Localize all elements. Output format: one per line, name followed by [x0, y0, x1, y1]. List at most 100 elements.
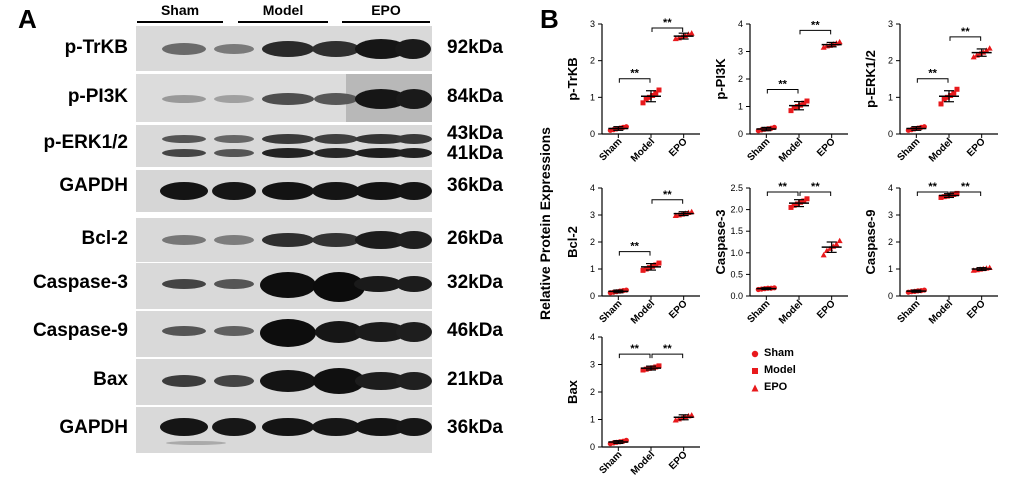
chart-5-sig-label-1: ** [811, 181, 820, 193]
chart-4-sig-label-0: ** [630, 241, 639, 253]
chart-2-point-model-2 [794, 104, 800, 109]
blot-image-p-pi3k [136, 74, 432, 122]
chart-2-x-tick-label-epo: EPO [815, 136, 838, 159]
legend-marker-sham [751, 350, 759, 358]
chart-2-point-model-1 [791, 105, 797, 111]
chart-2-point-epo-5 [836, 38, 843, 45]
chart-5-x-tick-label-model: Model [777, 298, 805, 326]
chart-2-x-tick-label-model: Model [777, 136, 805, 164]
chart-6-y-label: Caspase-9 [863, 209, 878, 274]
blot-label-bax: Bax [93, 369, 128, 390]
chart-1-y-tick-label-1: 1 [590, 92, 595, 102]
chart-6-y-tick-label-4: 4 [888, 183, 893, 193]
panel-b-letter: B [540, 4, 559, 34]
chart-6-sig-bracket-0 [916, 191, 949, 196]
chart-1-y-tick-label-2: 2 [590, 56, 595, 66]
chart-3-x-tick-label-sham: Sham [895, 136, 922, 163]
chart-4-y-tick-label-3: 3 [590, 210, 595, 220]
kda-caspase9: 46kDa [447, 320, 503, 341]
group-line-sham [137, 21, 223, 23]
group-label-model: Model [262, 2, 304, 18]
chart-7-sig-label-0: ** [630, 343, 639, 355]
chart-4-point-model-1 [643, 266, 649, 272]
chart-5-point-sham-5 [771, 285, 777, 291]
chart-5-point-epo-4 [833, 241, 840, 247]
chart-3-sig-bracket-1 [949, 36, 982, 41]
blot-image-caspase3 [136, 263, 432, 309]
legend-label-sham: Sham [764, 347, 794, 359]
chart-5-point-model-3 [798, 199, 804, 205]
chart-2-point-model-5 [804, 98, 810, 104]
chart-5-y-tick-label-0: 0.0 [730, 291, 743, 301]
chart-1-point-model-2 [646, 94, 652, 100]
chart-1-sig-bracket-1 [651, 27, 684, 32]
chart-1-y-label: p-TrKB [565, 57, 580, 100]
chart-3-sig-label-0: ** [928, 68, 937, 80]
chart-5-point-model-5 [804, 196, 810, 202]
chart-4-x-tick-label-epo: EPO [667, 298, 690, 321]
chart-7-sig-bracket-1 [651, 353, 684, 359]
chart-6-sig-label-1: ** [961, 181, 970, 193]
blot-label-gapdh-1: GAPDH [59, 175, 128, 196]
blot-image-gapdh-2 [136, 407, 432, 453]
chart-6-point-model-4 [951, 191, 957, 197]
chart-1-point-model-1 [643, 96, 649, 102]
chart-5-sig-label-0: ** [778, 181, 787, 193]
chart-3-y-tick-label-2: 2 [888, 56, 893, 66]
blot-label-caspase9: Caspase-9 [32, 320, 128, 341]
chart-6-y-tick-label-1: 1 [888, 264, 893, 274]
chart-7-y-tick-label-3: 3 [590, 360, 595, 370]
chart-6-sig-bracket-1 [949, 191, 982, 196]
chart-4-point-model-4 [653, 262, 659, 268]
chart-3-sig-bracket-0 [916, 78, 949, 83]
chart-1-point-model-5 [656, 87, 662, 93]
chart-4-sig-bracket-1 [651, 199, 684, 204]
panel-a-letter: A [18, 4, 37, 34]
chart-3-point-model-4 [951, 90, 957, 96]
chart-5-point-model-4 [801, 198, 807, 204]
chart-7-y-tick-label-1: 1 [590, 415, 595, 425]
kda-gapdh-2: 36kDa [447, 417, 503, 438]
chart-5-y-tick-label-1: 0.5 [730, 269, 743, 279]
chart-4-y-tick-label-4: 4 [590, 183, 595, 193]
blot-image-bcl2 [136, 218, 432, 262]
legend-label-model: Model [764, 364, 796, 376]
chart-6-x-tick-label-sham: Sham [895, 298, 922, 325]
chart-7-y-tick-label-0: 0 [590, 442, 595, 452]
group-line-epo [342, 21, 430, 23]
chart-5-y-tick-label-2: 1.0 [730, 248, 743, 258]
chart-4-x-tick-label-sham: Sham [597, 298, 624, 325]
chart-7-y-tick-label-2: 2 [590, 387, 595, 397]
chart-6-y-tick-label-0: 0 [888, 291, 893, 301]
chart-1-y-tick-label-3: 3 [590, 19, 595, 29]
chart-2-y-tick-label-1: 1 [738, 102, 743, 112]
chart-3-point-model-0 [938, 101, 944, 107]
chart-6-x-tick-label-model: Model [927, 298, 955, 326]
chart-4-y-tick-label-0: 0 [590, 291, 595, 301]
blot-image-p-erk [136, 125, 432, 167]
chart-1-point-model-4 [653, 90, 659, 96]
kda-p-erk-43: 43kDa [447, 123, 503, 144]
chart-6-point-model-0 [938, 194, 944, 200]
chart-7-point-model-1 [643, 366, 649, 372]
chart-7-point-model-0 [640, 367, 646, 373]
chart-1-point-epo-5 [688, 30, 695, 36]
blot-label-caspase3: Caspase-3 [32, 272, 128, 293]
chart-5-sig-bracket-0 [766, 191, 799, 196]
chart-4-y-tick-label-2: 2 [590, 237, 595, 247]
chart-4-point-model-0 [640, 267, 646, 273]
chart-7-x-tick-label-model: Model [629, 449, 657, 477]
kda-p-erk-41: 41kDa [447, 143, 503, 164]
chart-7-y-label: Bax [565, 379, 580, 404]
legend-marker-epo [751, 384, 759, 392]
kda-p-pi3k: 84kDa [447, 86, 503, 107]
chart-7-x-tick-label-sham: Sham [597, 449, 624, 476]
chart-6-x-tick-label-epo: EPO [965, 298, 988, 321]
chart-5-y-tick-label-3: 1.5 [730, 226, 743, 236]
chart-5-x-tick-label-sham: Sham [745, 298, 772, 325]
chart-4-sig-label-1: ** [663, 189, 672, 201]
kda-bax: 21kDa [447, 369, 503, 390]
chart-1-sig-label-1: ** [663, 17, 672, 29]
